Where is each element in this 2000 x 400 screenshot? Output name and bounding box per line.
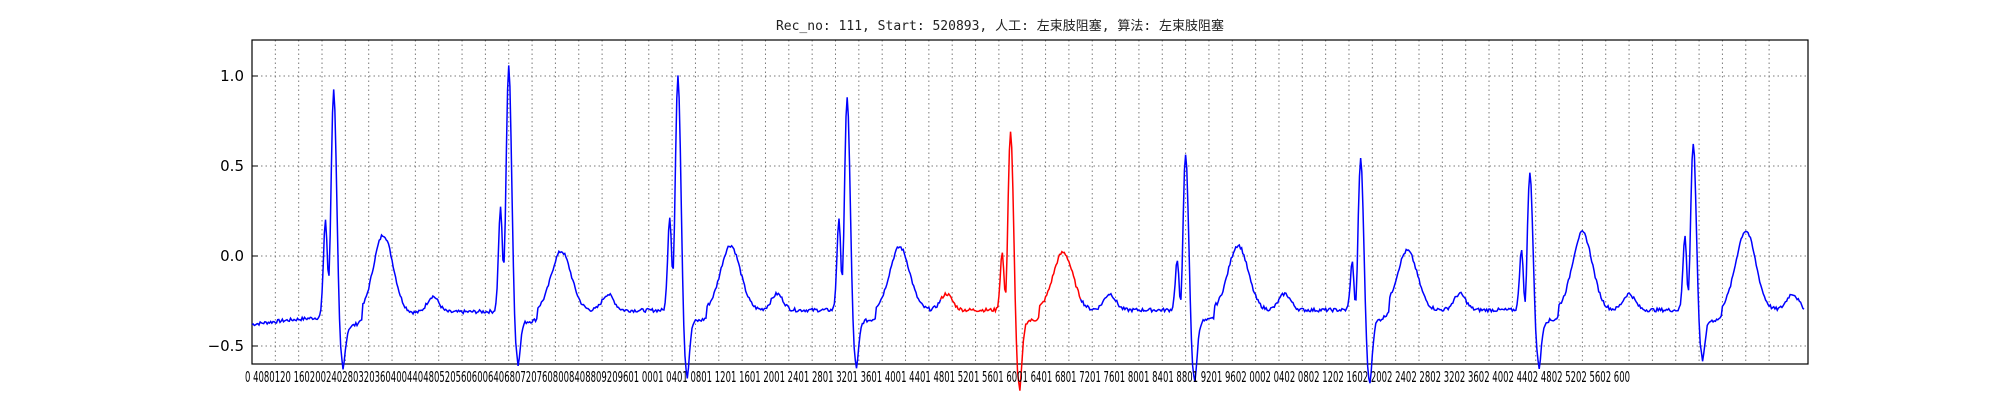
y-tick-label: 1.0 <box>220 67 244 85</box>
grid-lines <box>252 40 1808 364</box>
x-axis-tick-labels: 0 4080120 160200240280320360400440480520… <box>245 368 1630 386</box>
ecg-highlight-segment <box>941 132 1081 391</box>
y-tick-label: 0.5 <box>220 157 244 175</box>
y-tick-label: 0.0 <box>220 247 244 265</box>
chart-title: Rec_no: 111, Start: 520893, 人工: 左束肢阻塞, 算… <box>776 18 1224 34</box>
y-tick-label: −0.5 <box>208 337 244 355</box>
ecg-traces <box>252 65 1804 390</box>
ecg-trace-segment <box>252 65 941 378</box>
y-axis-ticks: −0.5 0.0 0.5 1.0 <box>208 67 244 355</box>
